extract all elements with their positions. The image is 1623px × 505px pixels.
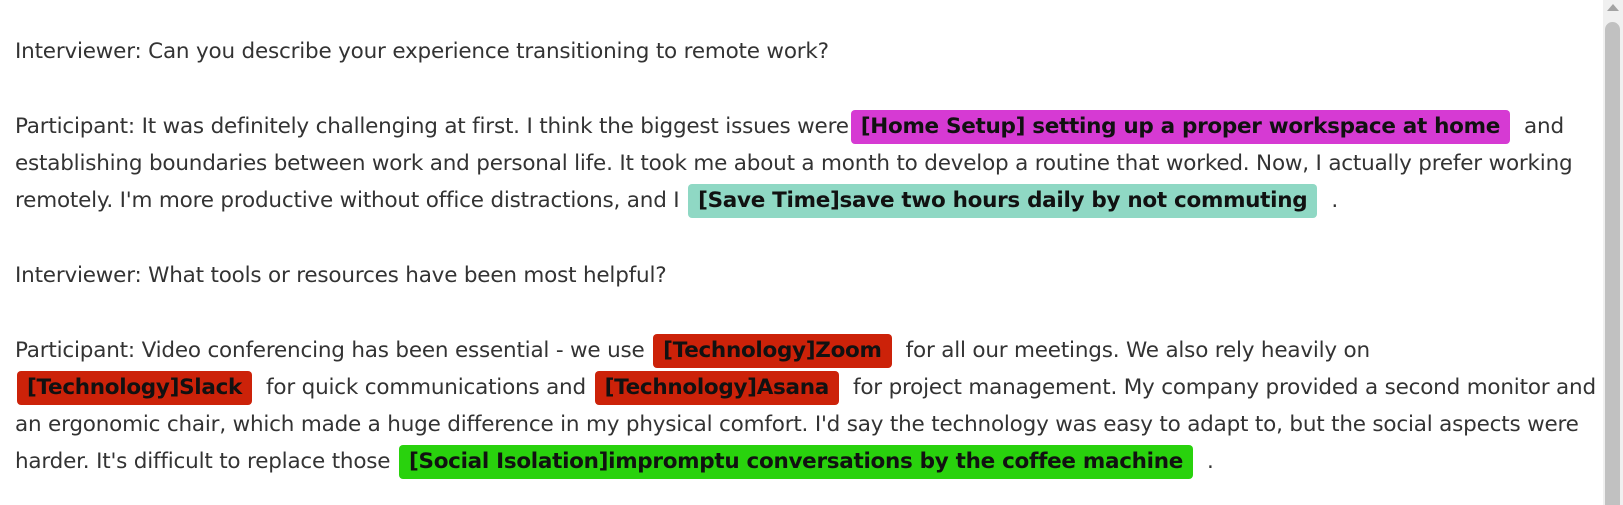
participant-answer-2: Participant: Video conferencing has been… bbox=[15, 332, 1600, 480]
paragraph-text: Interviewer: Can you describe your exper… bbox=[15, 39, 829, 64]
participant-answer-1: Participant: It was definitely challengi… bbox=[15, 108, 1600, 219]
vertical-scrollbar[interactable] bbox=[1603, 0, 1623, 505]
paragraph-text: for quick communications and bbox=[266, 375, 586, 400]
code-tag-technology-slack[interactable]: [Technology]Slack bbox=[17, 371, 253, 405]
paragraph-text: Participant: Video conferencing has been… bbox=[15, 338, 645, 363]
paragraph-text: for all our meetings. We also rely heavi… bbox=[905, 338, 1371, 363]
scroll-up-arrow-icon[interactable] bbox=[1607, 4, 1619, 11]
code-tag-save-time[interactable]: [Save Time]save two hours daily by not c… bbox=[688, 184, 1318, 218]
scrollbar-thumb[interactable] bbox=[1605, 22, 1620, 505]
interview-transcript: Interviewer: Can you describe your exper… bbox=[15, 33, 1600, 480]
code-tag-home-setup[interactable]: [Home Setup] setting up a proper workspa… bbox=[850, 110, 1511, 144]
paragraph-text: and establishing boundaries between work… bbox=[15, 114, 1573, 213]
paragraph-text: . bbox=[1331, 188, 1338, 213]
code-tag-social-isolation[interactable]: [Social Isolation]impromptu conversation… bbox=[398, 445, 1194, 479]
paragraph-text: . bbox=[1207, 449, 1214, 474]
interviewer-question-2: Interviewer: What tools or resources hav… bbox=[15, 257, 1600, 294]
paragraph-text: Participant: It was definitely challengi… bbox=[15, 114, 849, 139]
paragraph-text: Interviewer: What tools or resources hav… bbox=[15, 263, 667, 288]
paragraph-text: for project management. My company provi… bbox=[15, 375, 1596, 474]
code-tag-technology-asana[interactable]: [Technology]Asana bbox=[594, 371, 839, 405]
interviewer-question-1: Interviewer: Can you describe your exper… bbox=[15, 33, 1600, 70]
code-tag-technology-zoom[interactable]: [Technology]Zoom bbox=[653, 334, 892, 368]
